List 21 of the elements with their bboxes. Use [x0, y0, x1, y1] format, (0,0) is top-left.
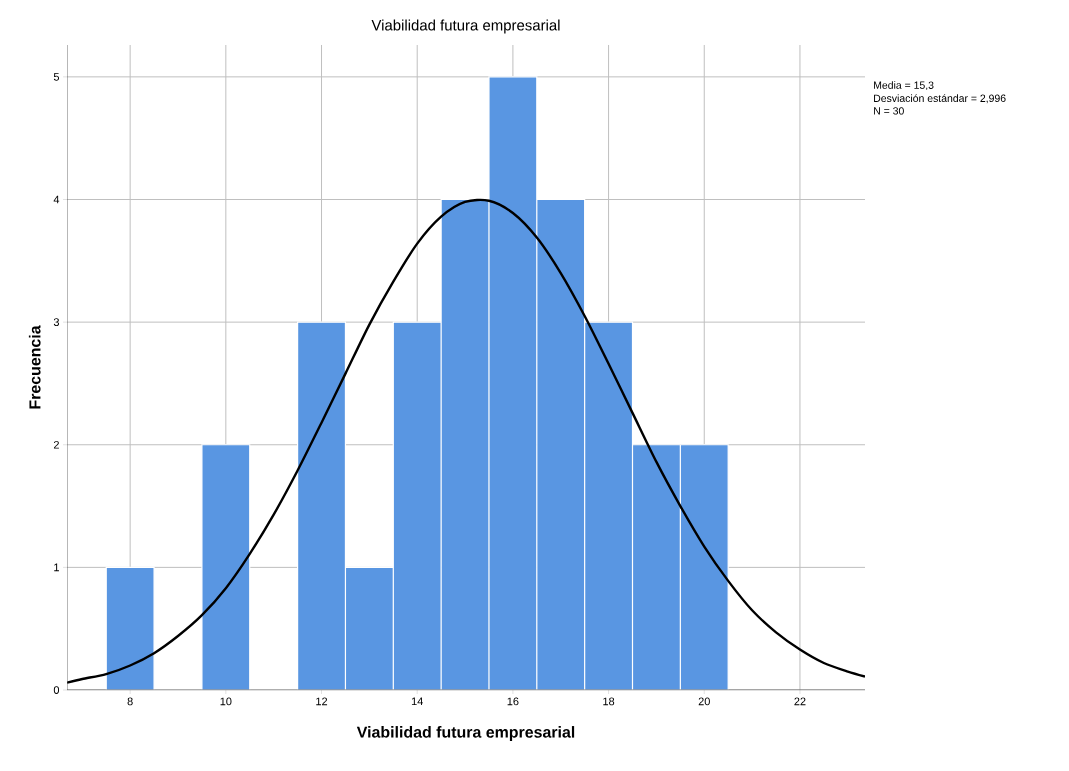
x-axis-title: Viabilidad futura empresarial	[356, 726, 575, 741]
x-tick-label: 16	[507, 697, 519, 706]
y-tick-label: 2	[53, 440, 59, 449]
x-tick-label: 22	[794, 697, 806, 706]
y-tick-label: 0	[53, 686, 60, 694]
text: Media = 15,3	[874, 81, 934, 91]
line-series	[67, 199, 866, 684]
y-tick-label: 1	[54, 563, 59, 572]
y-tick-label: 3	[53, 318, 60, 327]
x-tick-label: 8	[127, 697, 133, 706]
text: N = 30	[874, 107, 904, 115]
x-tick-label: 12	[316, 697, 328, 706]
x-tick-label: 14	[411, 697, 423, 706]
chart-title: Viabilidad futura empresarial	[371, 19, 560, 34]
y-tick-label: 5	[53, 73, 60, 81]
x-tick-label: 10	[220, 697, 232, 706]
text: Desviación estándar = 2,996	[874, 94, 1006, 104]
x-tick-label: 18	[603, 697, 615, 706]
y-tick-label: 4	[53, 195, 60, 204]
x-tick-label: 20	[698, 697, 710, 706]
y-axis-title: Frecuencia	[28, 325, 41, 409]
